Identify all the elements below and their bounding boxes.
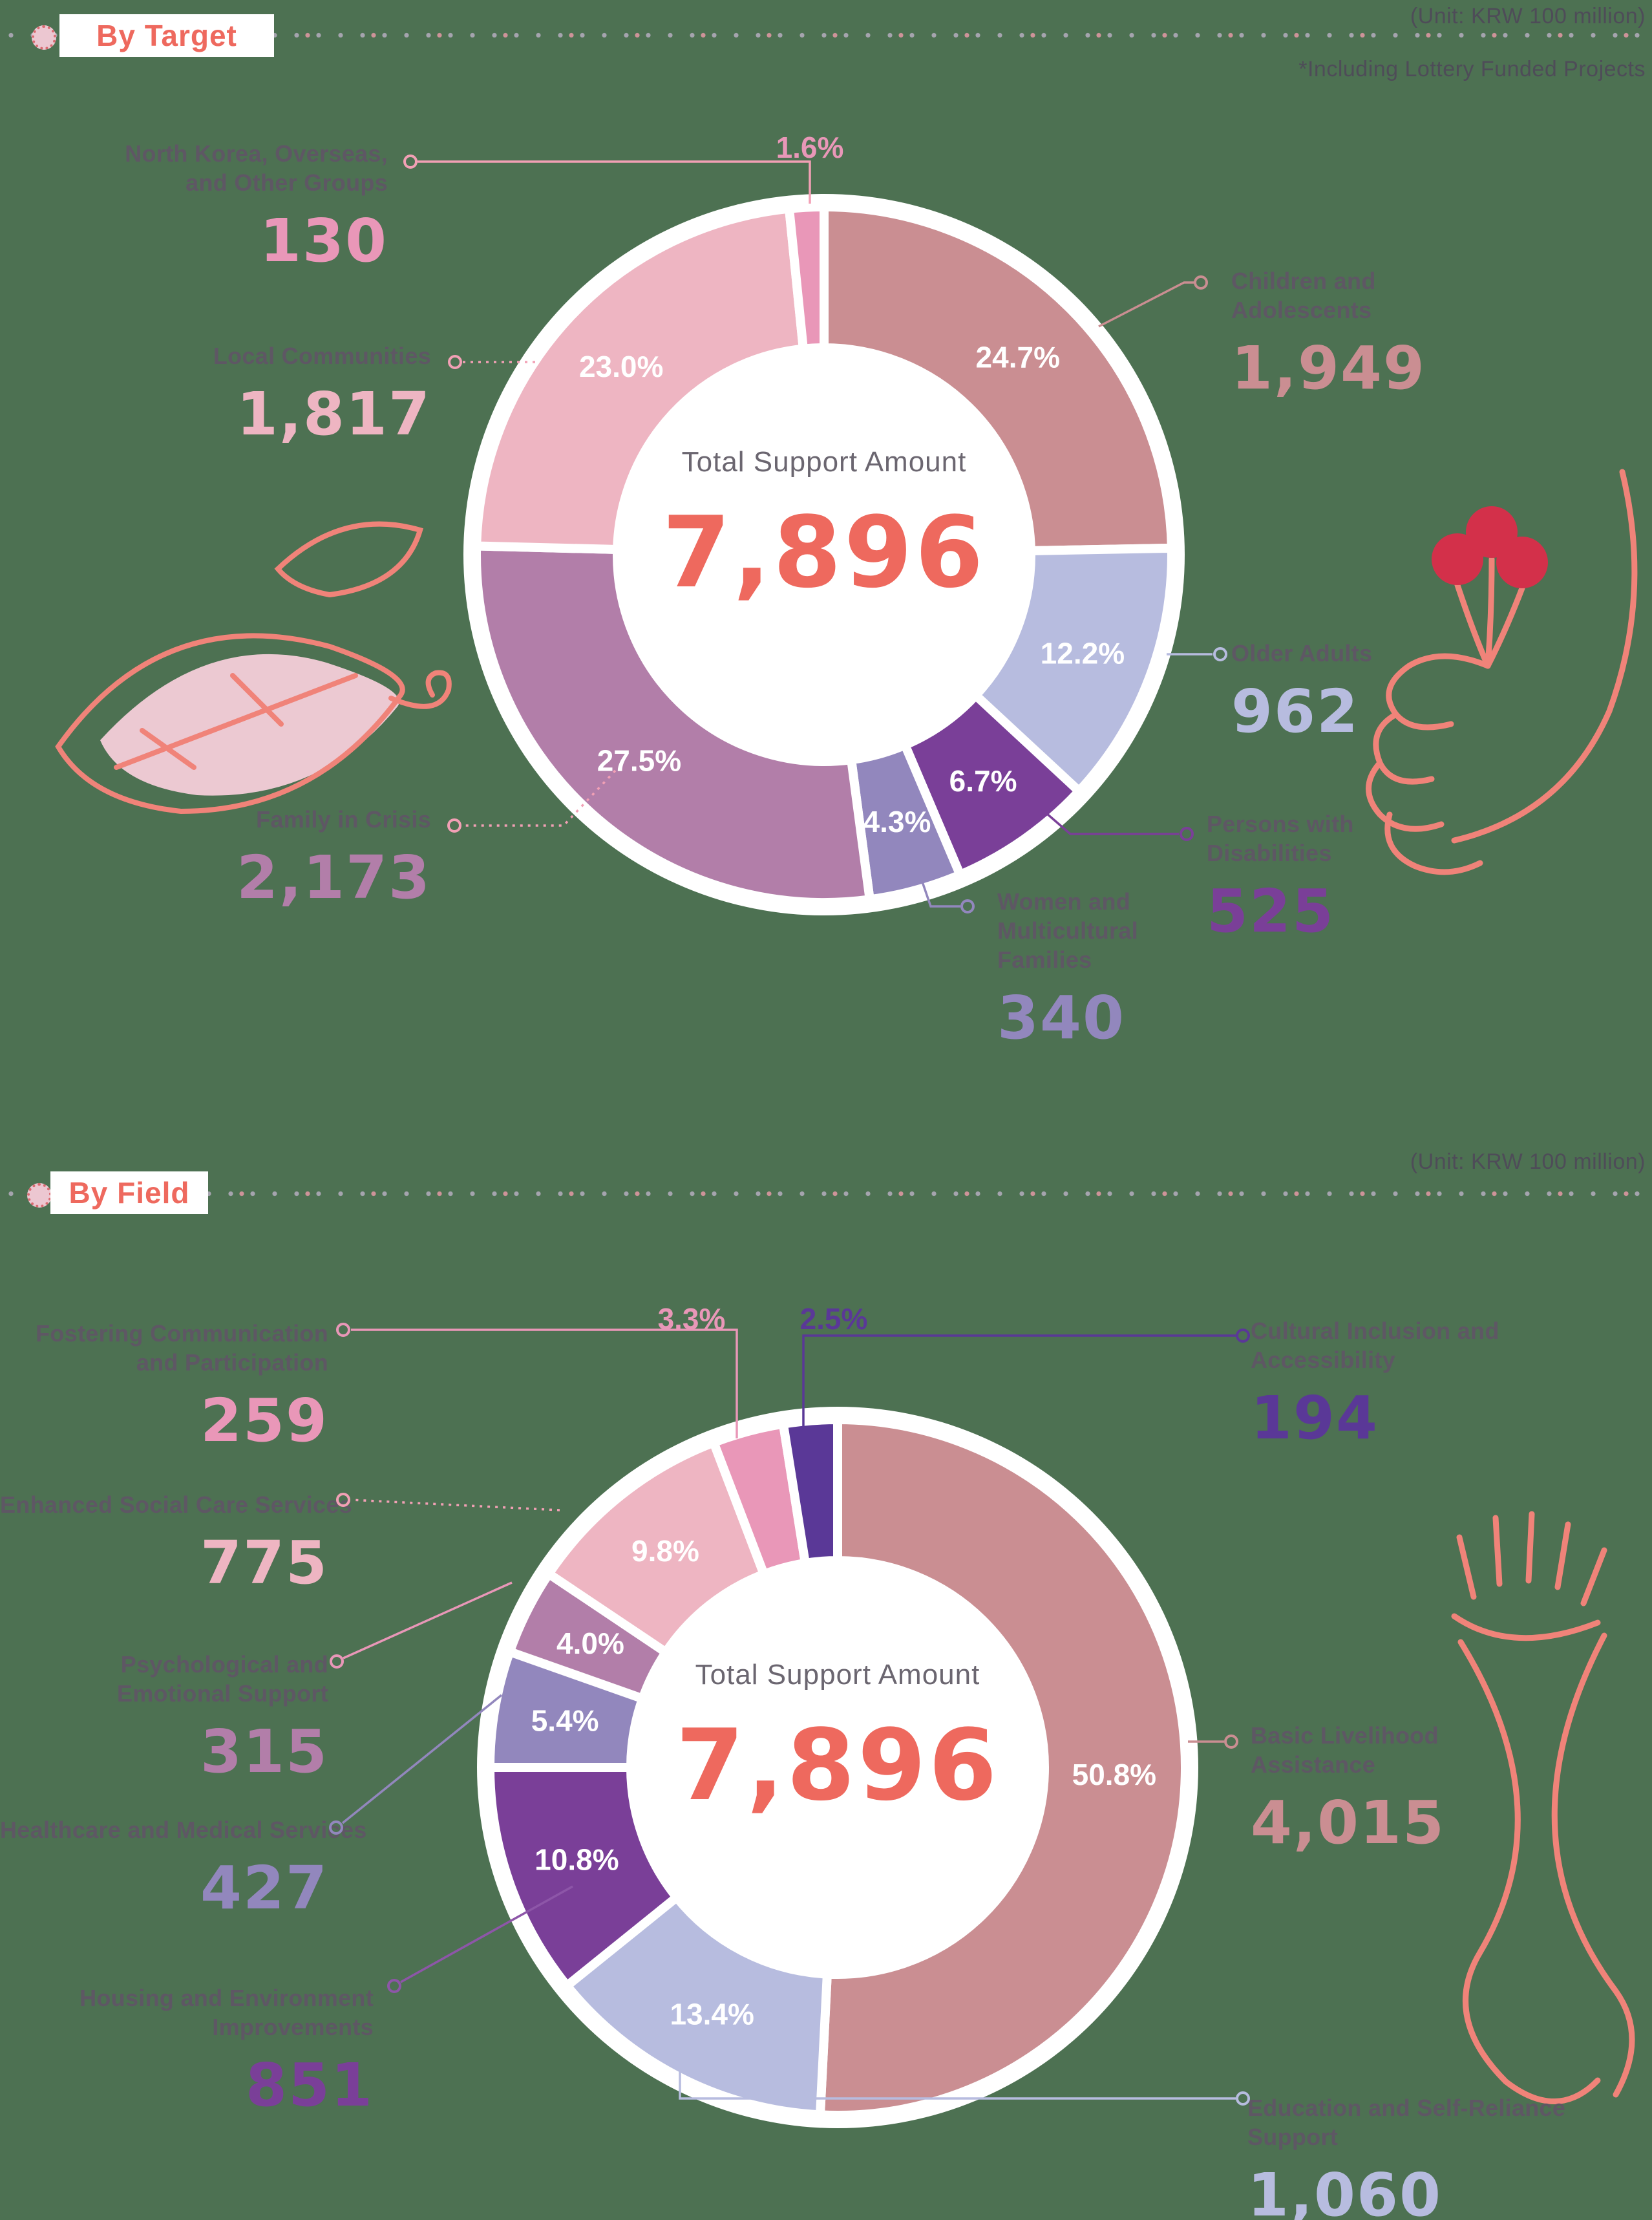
leader-line	[1041, 808, 1179, 835]
finger	[1554, 1521, 1571, 1590]
total-value: 7,896	[662, 495, 986, 610]
percent-label: 23.0%	[579, 350, 663, 383]
leader-line	[679, 2069, 1236, 2100]
segment-label-older-adults: Older Adults 962	[1231, 640, 1373, 746]
section-title-by-target: By Target	[59, 14, 274, 57]
section-title-text: By Field	[69, 1176, 190, 1210]
donut-segment	[778, 1414, 842, 1568]
finger	[1525, 1511, 1535, 1584]
leader-line	[1098, 281, 1194, 328]
donut-segment	[708, 1418, 810, 1581]
segment-label-persons-with-disabilities: Persons with Disabilities 525	[1207, 811, 1354, 946]
leader-dot	[330, 1654, 344, 1669]
dot-ornament	[32, 25, 56, 50]
leader-line	[341, 1694, 503, 1824]
small-leaf-outline	[274, 521, 423, 598]
berry	[1496, 537, 1548, 588]
leader-dot	[1194, 275, 1208, 290]
berry	[1466, 506, 1518, 558]
leader-line	[914, 860, 960, 908]
leader-line	[343, 1581, 513, 1660]
segment-label-enhanced-social-care: Enhanced Social Care Services 775	[0, 1491, 352, 1597]
segment-label-women-multicultural: Women and Multicultural Families 340	[997, 888, 1138, 1052]
segment-label-education-self-reliance: Education and Self-Reliance Support 1,06…	[1247, 2095, 1566, 2220]
thread-curve	[1457, 1639, 1521, 2085]
palm-outline	[1451, 1613, 1601, 1641]
leader-dot	[447, 818, 461, 833]
leader-line	[461, 769, 617, 827]
dot-ornament	[27, 1183, 52, 1208]
leaf-fill	[100, 654, 399, 796]
leader-line	[350, 1499, 560, 1511]
percent-label: 24.7%	[976, 341, 1060, 374]
leaf-vein	[230, 673, 284, 727]
percent-label: 6.7%	[949, 764, 1017, 798]
donut-segment	[846, 739, 966, 905]
percent-label: 12.2%	[1041, 637, 1125, 670]
chart-center-by-field: Total Support Amount 7,896	[611, 1659, 1064, 1822]
finger	[1384, 811, 1483, 875]
percent-label: 4.3%	[863, 805, 931, 838]
dotted-divider-top	[0, 32, 1652, 38]
leader-dot	[1180, 827, 1194, 841]
donut-segment	[784, 202, 829, 354]
total-value: 7,896	[675, 1708, 1000, 1822]
leader-dot	[1224, 1734, 1238, 1749]
donut-segment	[560, 1891, 832, 2120]
leader-dot	[403, 155, 418, 169]
leader-dot	[448, 355, 462, 369]
segment-label-housing-environment: Housing and Environment Improvements 851	[79, 1985, 374, 2120]
percent-label-outside: 3.3%	[658, 1302, 726, 1336]
section-title-by-field: By Field	[50, 1171, 208, 1214]
segment-label-family-in-crisis: Family in Crisis 2,173	[236, 806, 431, 912]
center-label: Total Support Amount	[695, 1659, 980, 1691]
finger	[1456, 1534, 1477, 1600]
leaf-outline	[55, 633, 405, 815]
chart-center-by-target: Total Support Amount 7,896	[598, 446, 1050, 610]
leader-dot	[387, 1979, 401, 1993]
footnote: *Including Lottery Funded Projects	[1298, 57, 1646, 81]
segment-label-fostering-communication: Fostering Communication and Participatio…	[36, 1320, 328, 1455]
section-title-text: By Target	[96, 19, 237, 52]
percent-label: 27.5%	[597, 743, 681, 777]
donut-segment	[542, 1436, 770, 1659]
finger	[1492, 1515, 1503, 1587]
leader-line	[418, 160, 811, 204]
leader-dot	[1236, 1329, 1250, 1343]
segment-label-basic-livelihood: Basic Livelihood Assistance 4,015	[1251, 1722, 1446, 1857]
donut-segment	[899, 688, 1086, 881]
percent-label: 50.8%	[1072, 1758, 1156, 1791]
percent-label: 9.8%	[631, 1534, 699, 1568]
leader-dot	[960, 899, 975, 913]
percent-label: 4.0%	[556, 1627, 624, 1660]
center-label: Total Support Amount	[681, 446, 967, 478]
percent-label: 5.4%	[531, 1704, 599, 1738]
dotted-divider-middle	[0, 1191, 1652, 1197]
berry	[1432, 533, 1483, 585]
percent-label-outside: 1.6%	[776, 131, 844, 164]
percent-label: 10.8%	[535, 1842, 619, 1876]
leader-line	[802, 1334, 1236, 1429]
percent-label: 13.4%	[670, 1997, 754, 2031]
leaf-illustration	[55, 521, 452, 815]
leader-line	[351, 1329, 738, 1438]
unit-note: (Unit: KRW 100 million)	[1410, 4, 1646, 28]
percent-label-outside: 2.5%	[800, 1302, 868, 1336]
segment-label-local-communities: Local Communities 1,817	[213, 343, 431, 449]
leader-line	[400, 1885, 573, 1983]
stem-curl	[388, 670, 452, 709]
leaf-vein	[140, 728, 196, 770]
unit-note: (Unit: KRW 100 million)	[1410, 1149, 1646, 1174]
finger	[1580, 1547, 1607, 1606]
segment-label-cultural-inclusion: Cultural Inclusion and Accessibility 194	[1251, 1318, 1499, 1453]
segment-label-healthcare-medical: Healthcare and Medical Services 427	[0, 1817, 367, 1923]
leader-dot	[1213, 647, 1227, 661]
leader-dot	[336, 1323, 350, 1337]
segment-label-north-korea-overseas: North Korea, Overseas, and Other Groups …	[125, 140, 388, 275]
segment-label-psychological-emotional: Psychological and Emotional Support 315	[116, 1651, 328, 1786]
thread-curve	[1551, 1632, 1635, 2098]
leaf-vein	[114, 673, 358, 770]
segment-label-children-adolescents: Children and Adolescents 1,949	[1231, 268, 1426, 403]
